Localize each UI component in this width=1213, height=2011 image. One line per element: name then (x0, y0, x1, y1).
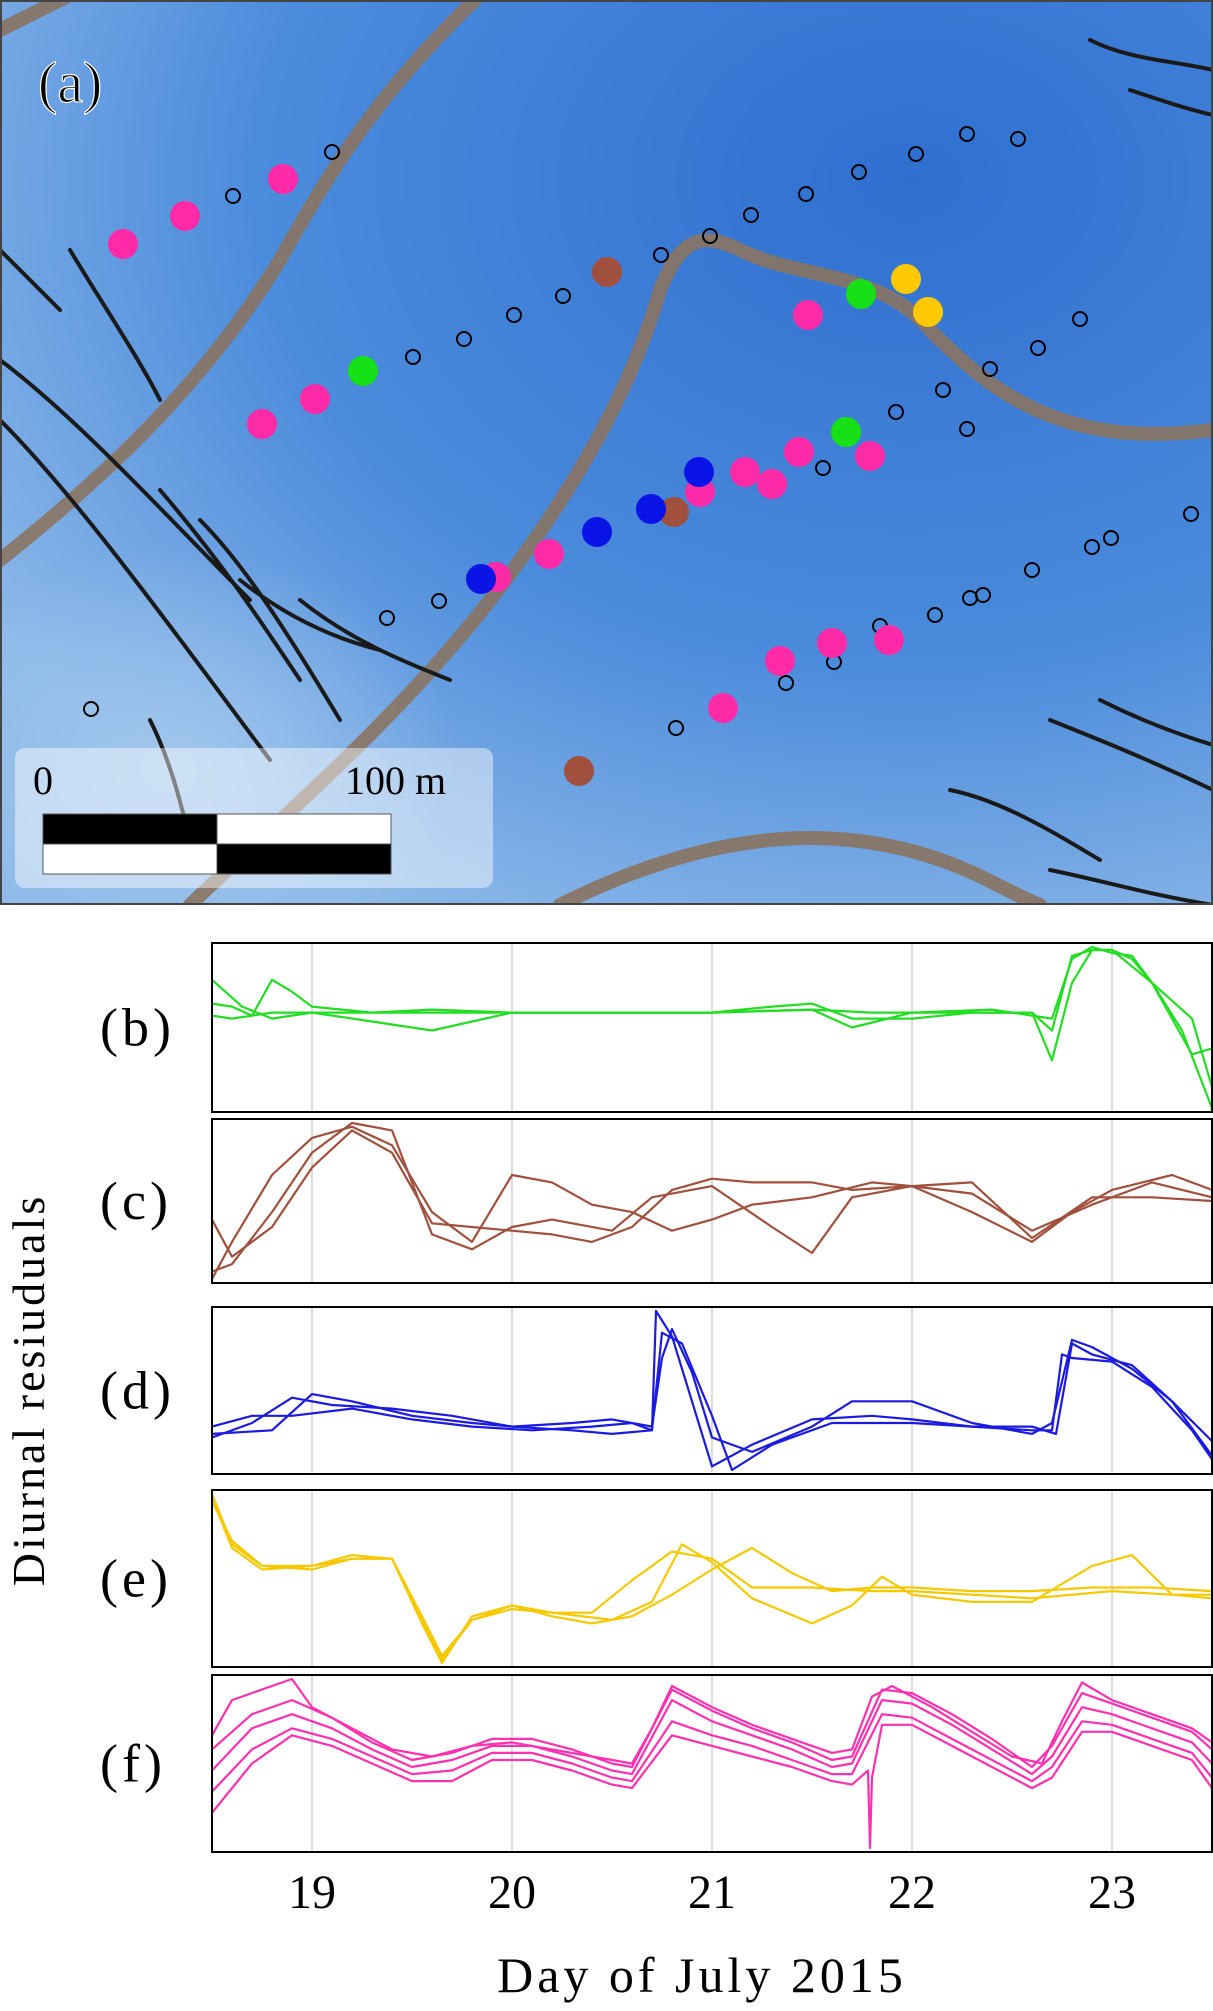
stations-c-brown (564, 257, 689, 786)
series-line-3 (211, 948, 1213, 1056)
panel-frame (211, 942, 1213, 1113)
panel-label: (d) (100, 1361, 175, 1421)
panel-a-label: (a) (38, 50, 102, 115)
x-tick-label: 20 (488, 1866, 536, 1919)
series-line-2 (211, 1713, 1213, 1793)
series-line-1 (211, 1699, 1213, 1776)
crevasses (0, 38, 1213, 905)
series-line-2 (211, 948, 1213, 1088)
stations-d-blue (466, 457, 714, 594)
panel-b: (b) (100, 942, 1213, 1113)
x-tick-label: 21 (688, 1866, 736, 1919)
panel-label: (c) (100, 1171, 172, 1231)
y-axis-label: Diurnal resiuduals (3, 1194, 54, 1587)
scale-bar-end-label: 100 m (345, 758, 446, 803)
x-tick-label: 23 (1088, 1866, 1136, 1919)
x-tick-label: 19 (288, 1866, 336, 1919)
series-line-5 (211, 1677, 1213, 1765)
panel-label: (b) (100, 998, 175, 1058)
stations-b-green (348, 279, 876, 447)
panel-f: (f) (100, 1674, 1213, 1853)
panel-frame (211, 1306, 1213, 1475)
panel-frame (211, 1489, 1213, 1668)
panel-d: (d) (100, 1306, 1213, 1475)
scale-bar-start-label: 0 (33, 758, 53, 803)
series-line-3 (211, 1328, 1213, 1457)
series-line-2 (211, 1121, 1213, 1273)
channel-2 (0, 0, 485, 567)
unused-stations (83, 126, 1199, 736)
series-line-3 (210, 1493, 1213, 1661)
map-light-patch (0, 350, 700, 905)
panel-c: (c) (100, 1118, 1213, 1284)
series-line-4 (211, 1723, 1213, 1850)
stations-f-pink (108, 164, 904, 723)
series-line-3 (211, 1125, 1213, 1280)
panel-e: (e) (100, 1489, 1213, 1668)
meltwater-channels (0, 0, 1213, 905)
panel-frame (211, 1118, 1213, 1284)
channel-1 (0, 0, 75, 37)
stations-e-yellow (891, 264, 943, 327)
channel-3 (183, 233, 1213, 905)
x-axis-label: Day of July 2015 (497, 1947, 907, 2003)
scale-bar: 0 100 m (15, 748, 493, 888)
series-line-1 (211, 1129, 1213, 1258)
x-tick-label: 22 (888, 1866, 936, 1919)
panel-label: (e) (100, 1549, 172, 1609)
site-map: (a) 0 100 m (0, 0, 1213, 905)
panel-frame (211, 1674, 1213, 1853)
channel-4 (553, 831, 1047, 905)
series-line-3 (211, 1688, 1213, 1769)
series-line-2 (210, 1497, 1213, 1665)
panel-label: (f) (100, 1734, 166, 1794)
